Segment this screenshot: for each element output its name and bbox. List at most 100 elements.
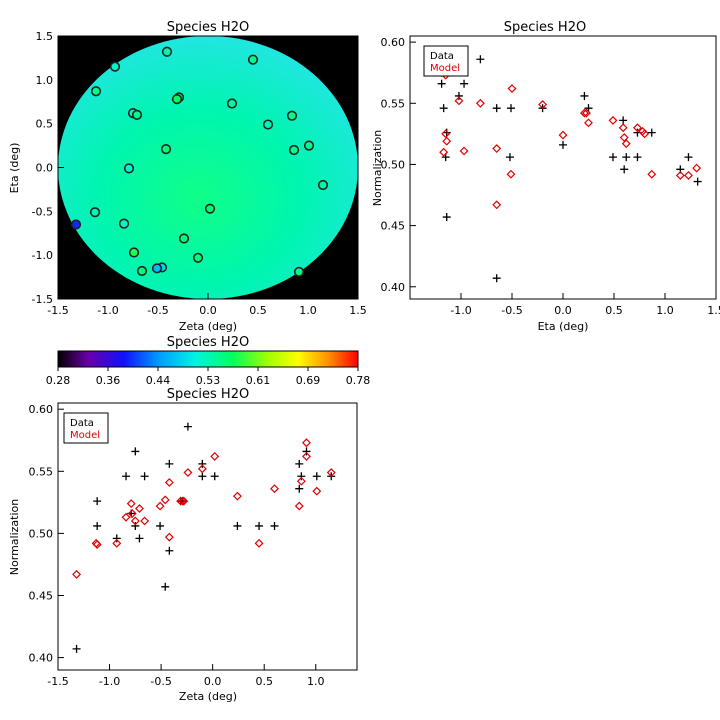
heatmap-point	[128, 247, 140, 258]
model-point-diamond	[475, 98, 485, 108]
model-point-diamond	[178, 496, 188, 506]
model-point-diamond	[618, 123, 628, 133]
heatmap-point	[90, 86, 102, 97]
y-tick-label: 0.45	[381, 220, 406, 233]
y-tick-label: 0.40	[29, 652, 54, 665]
eta-scatter-ylabel: Normalization	[371, 130, 384, 206]
model-point-diamond	[584, 118, 593, 128]
y-tick-label: 0.40	[381, 281, 406, 294]
model-point-diamond	[302, 451, 311, 461]
heatmap-point	[109, 61, 121, 72]
colorbar-title: Species H2O	[167, 335, 249, 350]
data-point-plus	[559, 140, 567, 149]
data-point-plus	[165, 546, 174, 555]
model-point-diamond	[608, 115, 618, 125]
model-point-diamond	[92, 540, 102, 550]
colorbar-tick-label: 0.69	[296, 374, 321, 387]
y-tick-label: 0.50	[381, 158, 406, 171]
x-tick-label: 1.5	[707, 304, 720, 317]
data-point-plus	[633, 153, 642, 162]
data-point-plus	[112, 534, 121, 543]
data-point-plus	[156, 521, 165, 530]
heatmap-point	[89, 207, 101, 218]
zeta-scatter-panel: Species H2O -1.5 -1.0 -0.5 0.0 0.5 1.0 0.400.…	[8, 387, 358, 703]
model-point-diamond	[326, 468, 336, 477]
y-tick-label: 0.45	[29, 589, 54, 602]
data-point-plus	[297, 472, 306, 481]
data-point-plus	[72, 644, 81, 653]
colorbar-tick-label: 0.44	[146, 374, 171, 387]
x-tick-label: 0.0	[204, 675, 222, 688]
x-tick-label: -1.0	[450, 304, 471, 317]
model-point-diamond	[675, 171, 685, 180]
model-point-diamond	[312, 486, 322, 496]
model-point-diamond	[176, 496, 186, 506]
model-point-diamond	[621, 139, 631, 149]
data-point-plus	[492, 104, 501, 113]
data-point-plus	[161, 582, 170, 591]
y-tick-label: 0.60	[381, 36, 406, 49]
x-tick-label: 0.5	[249, 304, 267, 317]
legend-box	[423, 45, 469, 77]
model-point-diamond	[579, 108, 589, 118]
model-point-diamond	[160, 495, 170, 505]
model-point-diamond	[183, 468, 193, 477]
data-point-plus	[302, 447, 311, 456]
data-point-plus	[198, 459, 207, 468]
heatmap-point	[136, 265, 148, 277]
x-tick-label: -1.5	[47, 675, 68, 688]
colorbar-ticks: 0.28 0.36 0.44 0.53 0.61 0.69 0.78	[46, 367, 370, 387]
heatmap-point	[151, 263, 163, 274]
x-tick-label: 0.5	[255, 675, 273, 688]
model-point-diamond	[506, 169, 516, 179]
y-tick-label: 0.55	[29, 465, 54, 478]
model-point-diamond	[254, 538, 264, 548]
data-point-plus	[460, 79, 469, 88]
eta-scatter-y-ticks: 0.40 0.45 0.50 0.55 0.60	[381, 36, 416, 294]
zeta-scatter-ylabel: Normalization	[8, 499, 21, 575]
model-point-diamond	[442, 136, 452, 146]
model-point-diamond	[640, 129, 650, 139]
data-point-plus	[492, 274, 501, 283]
data-point-plus	[140, 472, 149, 481]
zeta-scatter-legend: Data Model	[63, 412, 109, 444]
colorbar-tick-label: 0.28	[46, 374, 71, 387]
colorbar-tick-label: 0.36	[96, 374, 121, 387]
data-point-plus	[312, 472, 321, 481]
x-tick-label: 1.5	[349, 304, 367, 317]
heatmap-point	[262, 119, 274, 130]
heatmap-point	[178, 233, 190, 244]
model-point-diamond	[619, 133, 629, 142]
colorbar-tick-label: 0.61	[246, 374, 271, 387]
eta-scatter-legend: Data Model	[423, 45, 469, 77]
y-tick-label: 0.50	[29, 527, 54, 540]
model-point-diamond	[692, 163, 702, 173]
data-point-plus	[183, 422, 192, 431]
data-point-plus	[131, 521, 140, 530]
heatmap-point	[171, 94, 183, 105]
x-tick-label: 1.0	[656, 304, 674, 317]
x-tick-label: -1.0	[99, 675, 120, 688]
model-point-diamond	[210, 451, 220, 461]
model-point-diamond	[441, 129, 451, 139]
data-point-plus	[619, 116, 628, 125]
model-point-diamond	[127, 509, 137, 518]
data-point-plus	[255, 521, 264, 530]
heatmap-point	[226, 98, 238, 109]
model-point-diamond	[459, 146, 469, 156]
heatmap-point	[70, 219, 82, 230]
colorbar-tick-label: 0.53	[196, 374, 221, 387]
model-point-diamond	[294, 501, 304, 511]
data-point-plus	[165, 459, 174, 468]
heatmap-point	[161, 46, 173, 57]
data-point-plus	[210, 472, 219, 481]
data-point-plus	[620, 165, 629, 174]
model-point-diamond	[126, 499, 136, 509]
heatmap-point	[118, 218, 130, 229]
zeta-scatter-y-ticks: 0.40 0.45 0.50 0.55 0.60	[29, 403, 64, 665]
model-point-diamond	[130, 516, 140, 526]
y-tick-label: 0.55	[381, 97, 406, 110]
zeta-scatter-marks	[72, 422, 336, 653]
x-tick-label: -0.5	[147, 304, 168, 317]
zeta-scatter-title: Species H2O	[167, 387, 249, 402]
